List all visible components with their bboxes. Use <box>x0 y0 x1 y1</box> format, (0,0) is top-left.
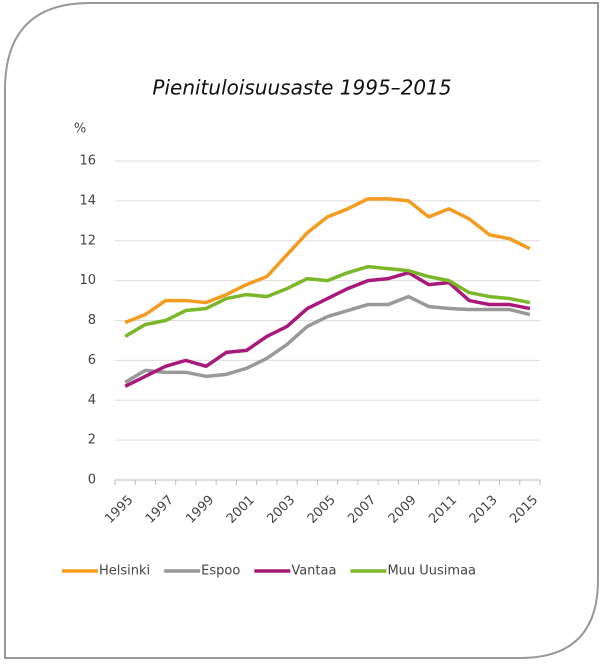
series-line <box>124 270 531 388</box>
y-axis-label: % <box>74 122 86 137</box>
y-tick-label: 6 <box>88 353 96 368</box>
y-tick-label: 12 <box>79 233 96 248</box>
legend-label: Vantaa <box>291 564 336 579</box>
y-tick-label: 14 <box>79 193 96 208</box>
series-line <box>124 294 531 384</box>
y-tick-label: 2 <box>88 433 96 448</box>
legend-label: Muu Uusimaa <box>387 564 476 579</box>
legend-label: Espoo <box>201 564 240 579</box>
y-tick-label: 10 <box>79 273 96 288</box>
y-tick-label: 16 <box>79 154 96 169</box>
series-line <box>124 264 531 338</box>
series-line <box>124 197 531 325</box>
y-tick-label: 8 <box>88 313 96 328</box>
legend-label: Helsinki <box>99 564 150 579</box>
y-tick-label: 0 <box>88 473 96 488</box>
y-tick-label: 4 <box>88 393 96 408</box>
chart-title: Pienituloisuusaste 1995–2015 <box>152 76 451 100</box>
